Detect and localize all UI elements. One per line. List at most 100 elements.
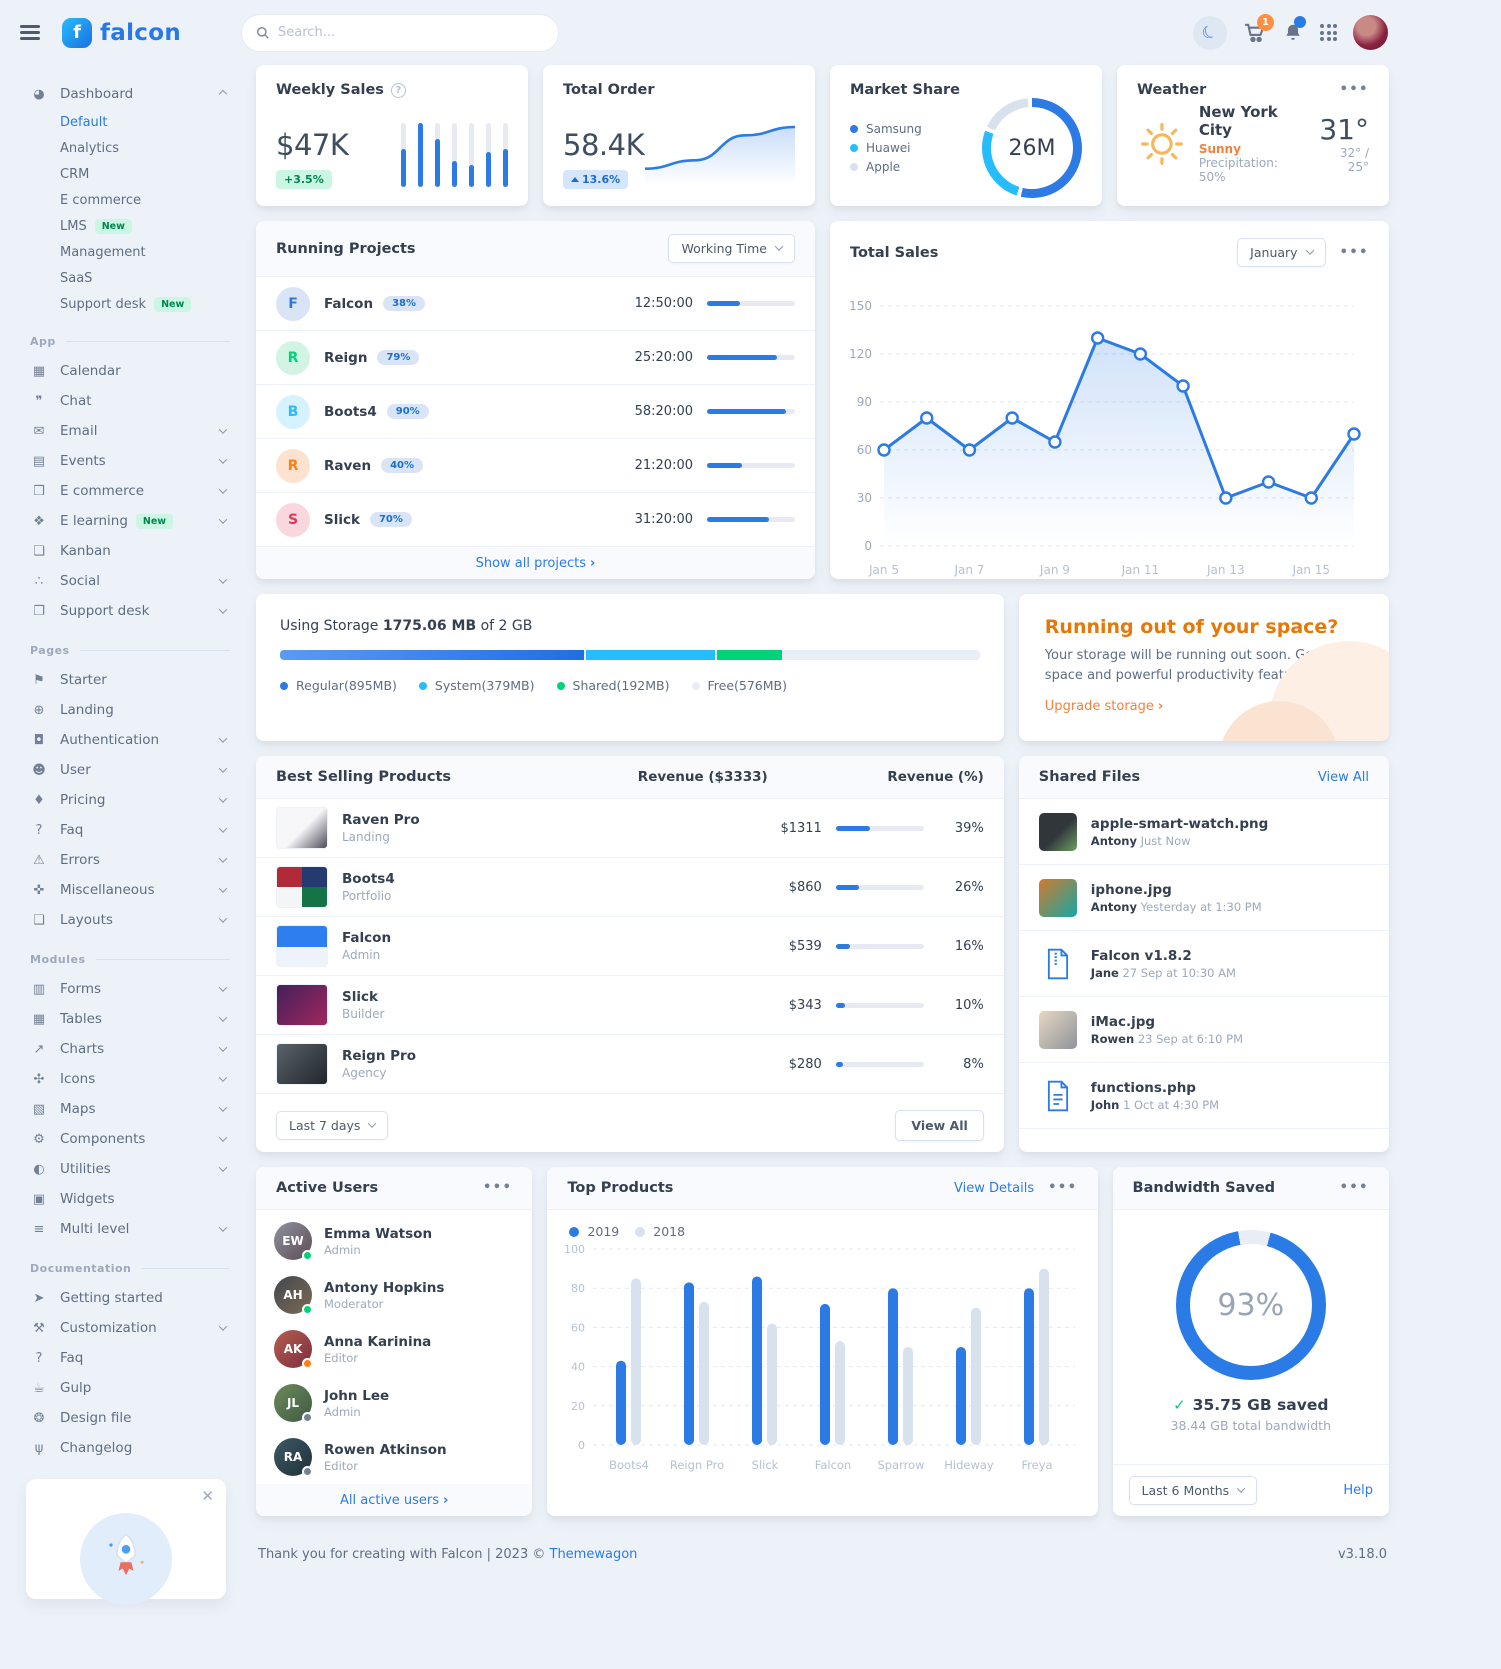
product-thumbnail[interactable] <box>276 866 328 908</box>
user-name-link[interactable]: Rowen Atkinson <box>324 1441 447 1458</box>
sidebar-item-e-commerce[interactable]: E commerce <box>20 187 230 213</box>
sidebar-item-authentication[interactable]: ◘ Authentication <box>20 725 230 755</box>
product-category-link[interactable]: Portfolio <box>342 889 392 903</box>
month-select[interactable]: January <box>1237 238 1326 267</box>
product-thumbnail[interactable] <box>276 925 328 967</box>
brand-logo[interactable]: f falcon <box>62 17 181 48</box>
sidebar-item-social[interactable]: ∴ Social <box>20 566 230 596</box>
product-category-link[interactable]: Landing <box>342 830 390 844</box>
sidebar-item-starter[interactable]: ⚑ Starter <box>20 665 230 695</box>
sidebar-item-dashboard[interactable]: ◕ Dashboard <box>20 79 230 109</box>
sidebar-item-landing[interactable]: ⊕ Landing <box>20 695 230 725</box>
sidebar-item-events[interactable]: ▤ Events <box>20 446 230 476</box>
shared-file-row[interactable]: Falcon v1.8.2 Jane 27 Sep at 10:30 AM <box>1018 931 1389 997</box>
sidebar-item-kanban[interactable]: ❏ Kanban <box>20 536 230 566</box>
sidebar-item-utilities[interactable]: ◐ Utilities <box>20 1154 230 1184</box>
product-name-link[interactable]: Boots4 <box>342 871 395 887</box>
period-select[interactable]: Last 7 days <box>276 1111 389 1140</box>
sidebar-item-faq[interactable]: ? Faq <box>20 1343 230 1373</box>
project-name-link[interactable]: Boots4 <box>324 403 377 420</box>
sidebar-item-crm[interactable]: CRM <box>20 161 230 187</box>
sidebar-item-e-learning[interactable]: ❖ E learning New <box>20 506 230 536</box>
sidebar-item-default[interactable]: Default <box>20 109 230 135</box>
project-name-link[interactable]: Reign <box>324 349 368 366</box>
user-name-link[interactable]: Emma Watson <box>324 1225 433 1242</box>
sidebar-item-lms[interactable]: LMS New <box>20 213 230 239</box>
menu-toggle-button[interactable] <box>20 25 40 40</box>
project-name-link[interactable]: Slick <box>324 511 360 528</box>
sidebar-item-tables[interactable]: ▦ Tables <box>20 1004 230 1034</box>
sidebar-item-support-desk[interactable]: Support desk New <box>20 291 230 317</box>
user-name-link[interactable]: Antony Hopkins <box>324 1279 445 1296</box>
sidebar-item-errors[interactable]: ⚠ Errors <box>20 845 230 875</box>
help-icon[interactable]: ? <box>390 82 406 98</box>
sidebar-item-support-desk[interactable]: ❐ Support desk <box>20 596 230 626</box>
product-name-link[interactable]: Falcon <box>342 930 392 946</box>
sidebar-item-forms[interactable]: ▥ Forms <box>20 974 230 1004</box>
product-thumbnail[interactable] <box>276 807 328 849</box>
sidebar-item-calendar[interactable]: ▦ Calendar <box>20 356 230 386</box>
view-all-button[interactable]: View All <box>895 1110 984 1141</box>
user-avatar[interactable]: JL <box>274 1384 313 1423</box>
sidebar-item-analytics[interactable]: Analytics <box>20 135 230 161</box>
user-name-link[interactable]: Anna Karinina <box>324 1333 432 1350</box>
sidebar-item-email[interactable]: ✉ Email <box>20 416 230 446</box>
dark-mode-toggle[interactable]: ☾ <box>1193 15 1227 50</box>
product-name-link[interactable]: Reign Pro <box>342 1048 416 1064</box>
sidebar-item-icons[interactable]: ✣ Icons <box>20 1064 230 1094</box>
sidebar-item-faq[interactable]: ? Faq <box>20 815 230 845</box>
show-all-projects-link[interactable]: Show all projects › <box>256 547 815 579</box>
sidebar-item-widgets[interactable]: ▣ Widgets <box>20 1184 230 1214</box>
sidebar-item-getting-started[interactable]: ➤ Getting started <box>20 1283 230 1313</box>
sidebar-item-management[interactable]: Management <box>20 239 230 265</box>
help-link[interactable]: Help <box>1343 1483 1373 1498</box>
close-icon[interactable]: ✕ <box>201 1487 214 1505</box>
sidebar-item-customization[interactable]: ⚒ Customization <box>20 1313 230 1343</box>
cart-button[interactable]: 1 <box>1243 14 1274 44</box>
sidebar-item-components[interactable]: ⚙ Components <box>20 1124 230 1154</box>
view-all-files-link[interactable]: View All <box>1317 769 1369 785</box>
shared-file-row[interactable]: apple-smart-watch.png Antony Just Now <box>1018 799 1389 865</box>
sidebar-item-changelog[interactable]: ψ Changelog <box>20 1433 230 1463</box>
file-name-link[interactable]: iMac.jpg <box>1090 1013 1156 1030</box>
themewagon-link[interactable]: Themewagon <box>549 1547 638 1562</box>
product-thumbnail[interactable] <box>276 984 328 1026</box>
project-name-link[interactable]: Raven <box>324 457 372 474</box>
file-name-link[interactable]: Falcon v1.8.2 <box>1090 947 1192 964</box>
shared-file-row[interactable]: iphone.jpg Antony Yesterday at 1:30 PM <box>1018 865 1389 931</box>
user-avatar[interactable] <box>1353 15 1388 50</box>
shared-file-row[interactable]: functions.php John 1 Oct at 4:30 PM <box>1018 1063 1389 1129</box>
sidebar-item-miscellaneous[interactable]: ✜ Miscellaneous <box>20 875 230 905</box>
sidebar-item-design-file[interactable]: ❂ Design file <box>20 1403 230 1433</box>
sidebar-item-layouts[interactable]: ❑ Layouts <box>20 905 230 935</box>
shared-file-row[interactable]: iMac.jpg Rowen 23 Sep at 6:10 PM <box>1018 997 1389 1063</box>
search-input[interactable] <box>278 25 545 40</box>
product-name-link[interactable]: Raven Pro <box>342 812 420 828</box>
user-avatar[interactable]: AK <box>274 1330 313 1369</box>
user-avatar[interactable]: EW <box>274 1222 313 1261</box>
product-category-link[interactable]: Builder <box>342 1007 385 1021</box>
user-avatar[interactable]: RA <box>274 1438 313 1477</box>
file-name-link[interactable]: functions.php <box>1090 1079 1196 1096</box>
sidebar-item-charts[interactable]: ↗ Charts <box>20 1034 230 1064</box>
file-name-link[interactable]: apple-smart-watch.png <box>1090 815 1269 832</box>
working-time-select[interactable]: Working Time <box>668 234 795 263</box>
sidebar-item-e-commerce[interactable]: ❒ E commerce <box>20 476 230 506</box>
file-name-link[interactable]: iphone.jpg <box>1090 881 1172 898</box>
user-avatar[interactable]: AH <box>274 1276 313 1315</box>
view-details-link[interactable]: View Details <box>954 1180 1035 1196</box>
product-category-link[interactable]: Admin <box>342 948 381 962</box>
product-thumbnail[interactable] <box>276 1043 328 1085</box>
bandwidth-period-select[interactable]: Last 6 Months <box>1128 1476 1258 1505</box>
product-category-link[interactable]: Agency <box>342 1066 387 1080</box>
notifications-button[interactable] <box>1282 15 1306 44</box>
project-name-link[interactable]: Falcon <box>324 295 374 312</box>
sidebar-item-chat[interactable]: ❞ Chat <box>20 386 230 416</box>
sidebar-item-gulp[interactable]: ☕ Gulp <box>20 1373 230 1403</box>
all-active-users-link[interactable]: All active users › <box>256 1484 533 1516</box>
upgrade-storage-link[interactable]: Upgrade storage › <box>1044 699 1164 714</box>
sidebar-item-multi-level[interactable]: ≡ Multi level <box>20 1214 230 1244</box>
sidebar-item-pricing[interactable]: ♦ Pricing <box>20 785 230 815</box>
product-name-link[interactable]: Slick <box>342 989 378 1005</box>
user-name-link[interactable]: John Lee <box>324 1387 390 1404</box>
